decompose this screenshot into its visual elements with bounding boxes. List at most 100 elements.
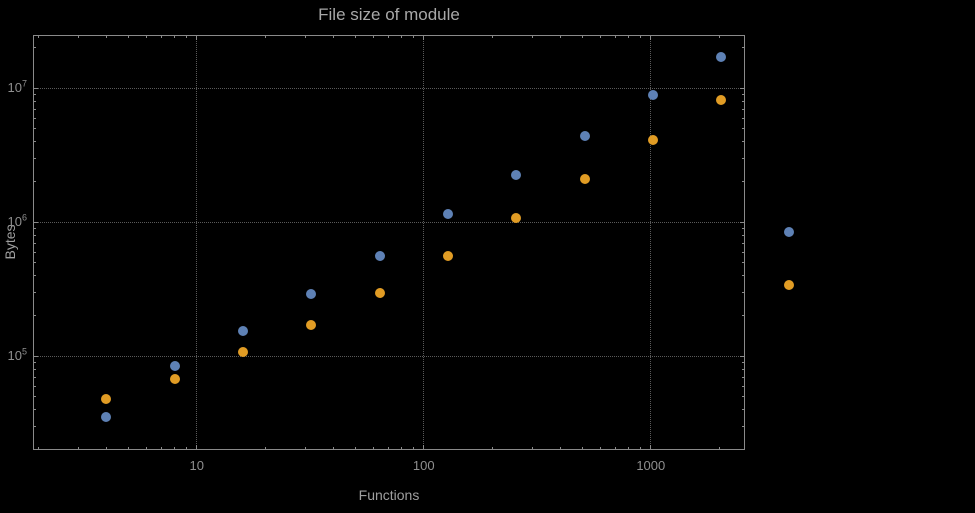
y-tick-mark	[742, 396, 745, 398]
y-tick-label: 105	[7, 347, 27, 364]
x-tick-mark	[185, 447, 187, 450]
y-tick-mark	[33, 409, 36, 411]
y-tick-mark	[740, 221, 745, 223]
x-tick-mark	[628, 447, 630, 450]
data-point-series-2	[306, 320, 317, 331]
y-tick-mark	[33, 221, 38, 223]
x-tick-mark	[559, 447, 561, 450]
y-tick-mark	[33, 93, 36, 95]
data-point-series-2	[101, 394, 112, 405]
data-point-series-2	[511, 212, 522, 223]
x-tick-mark	[105, 447, 107, 450]
y-tick-mark	[33, 157, 36, 159]
x-tick-mark	[615, 35, 617, 38]
x-tick-mark	[718, 35, 720, 38]
y-tick-mark	[742, 157, 745, 159]
gridline-vertical	[196, 35, 198, 450]
x-tick-mark	[264, 447, 266, 450]
x-tick-mark	[127, 447, 129, 450]
data-point-series-1	[716, 52, 727, 63]
y-tick-mark	[33, 242, 36, 244]
x-tick-mark	[145, 35, 147, 38]
y-tick-mark	[742, 181, 745, 183]
y-tick-mark	[742, 100, 745, 102]
x-tick-mark	[174, 447, 176, 450]
y-tick-mark	[742, 227, 745, 229]
y-tick-mark	[33, 361, 36, 363]
y-tick-mark	[33, 108, 36, 110]
x-tick-mark	[161, 447, 163, 450]
y-tick-mark	[33, 425, 36, 427]
x-tick-mark	[628, 35, 630, 38]
y-tick-mark	[33, 128, 36, 130]
x-tick-mark	[491, 447, 493, 450]
y-tick-mark	[742, 108, 745, 110]
x-tick-mark	[372, 447, 374, 450]
x-tick-mark	[388, 35, 390, 38]
x-tick-mark	[161, 35, 163, 38]
x-tick-mark	[423, 35, 425, 40]
y-tick-mark	[742, 291, 745, 293]
x-tick-label: 1000	[636, 458, 666, 473]
x-tick-mark	[105, 35, 107, 38]
x-tick-mark	[332, 447, 334, 450]
y-tick-mark	[740, 87, 745, 89]
x-tick-mark	[423, 445, 425, 450]
x-tick-mark	[531, 447, 533, 450]
y-tick-mark	[742, 275, 745, 277]
x-tick-mark	[37, 447, 39, 450]
data-point-series-1	[443, 209, 454, 220]
x-tick-mark	[388, 447, 390, 450]
x-tick-mark	[599, 35, 601, 38]
gridline-horizontal	[33, 87, 745, 89]
y-tick-mark	[33, 355, 38, 357]
x-tick-mark	[639, 35, 641, 38]
y-tick-mark	[742, 425, 745, 427]
data-point-series-1	[306, 289, 317, 300]
x-tick-mark	[354, 447, 356, 450]
x-tick-mark	[354, 35, 356, 38]
y-tick-mark	[742, 242, 745, 244]
x-tick-mark	[196, 445, 198, 450]
x-tick-mark	[581, 35, 583, 38]
y-tick-mark	[740, 355, 745, 357]
x-tick-mark	[639, 447, 641, 450]
x-tick-mark	[491, 35, 493, 38]
x-axis-label: Functions	[358, 487, 420, 503]
plot-frame	[33, 35, 745, 450]
x-tick-mark	[304, 35, 306, 38]
x-tick-mark	[581, 447, 583, 450]
x-tick-mark	[174, 35, 176, 38]
y-tick-mark	[742, 385, 745, 387]
y-tick-mark	[742, 251, 745, 253]
data-point-series-1	[511, 170, 522, 181]
x-tick-mark	[615, 447, 617, 450]
data-point-series-1	[579, 131, 590, 142]
data-point-series-1	[374, 251, 385, 262]
y-tick-mark	[742, 376, 745, 378]
y-tick-mark	[33, 141, 36, 143]
gridline-horizontal	[33, 355, 745, 357]
y-tick-mark	[33, 376, 36, 378]
x-tick-mark	[37, 35, 39, 38]
data-point-series-1	[101, 412, 112, 423]
chart-title: File size of module	[318, 5, 460, 24]
y-tick-mark	[33, 251, 36, 253]
y-tick-mark	[33, 315, 36, 317]
x-tick-mark	[77, 447, 79, 450]
y-tick-mark	[742, 234, 745, 236]
y-tick-label: 106	[7, 213, 27, 230]
y-tick-mark	[33, 234, 36, 236]
legend-marker	[784, 280, 794, 290]
y-tick-mark	[742, 361, 745, 363]
y-tick-mark	[742, 128, 745, 130]
y-tick-mark	[33, 47, 36, 49]
x-tick-mark	[145, 447, 147, 450]
y-tick-mark	[33, 181, 36, 183]
y-tick-mark	[742, 368, 745, 370]
y-tick-mark	[33, 385, 36, 387]
x-tick-mark	[127, 35, 129, 38]
legend-marker	[784, 227, 794, 237]
y-tick-mark	[742, 117, 745, 119]
data-point-series-2	[374, 288, 385, 299]
